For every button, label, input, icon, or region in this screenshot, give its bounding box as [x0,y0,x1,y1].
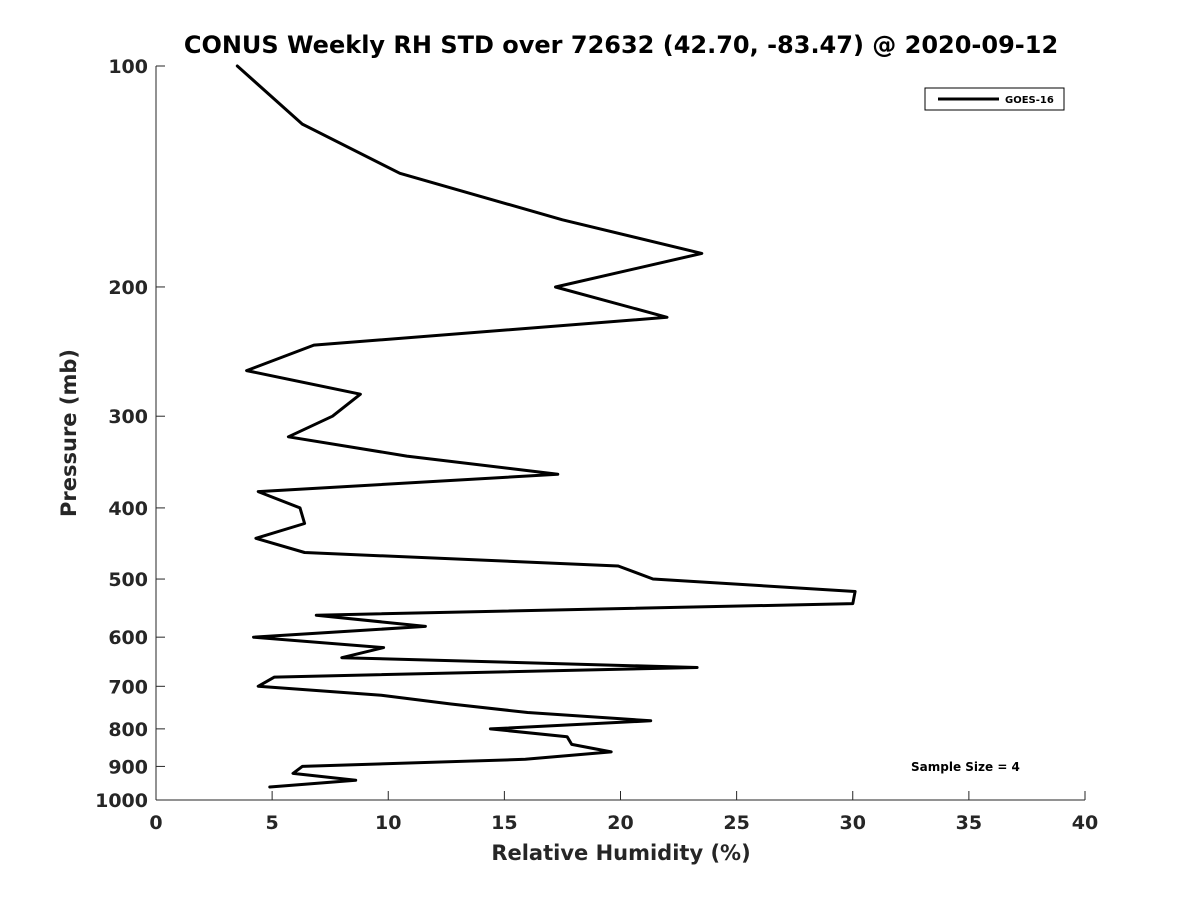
y-tick-label: 200 [108,277,148,299]
y-tick-label: 600 [108,627,148,649]
y-tick-label: 800 [108,719,148,741]
x-tick-label: 5 [266,812,279,834]
y-axis: 100 200 300 400 500 600 700 800 900 1000 [95,56,165,812]
y-tick-label: 300 [108,406,148,428]
x-tick-label: 15 [491,812,517,834]
y-tick-label: 100 [108,56,148,78]
y-tick-label: 1000 [95,790,148,812]
sample-size-annotation: Sample Size = 4 [911,760,1020,774]
x-tick-label: 10 [375,812,401,834]
legend-label-goes-16: GOES-16 [1005,95,1054,106]
y-tick-label: 700 [108,676,148,698]
chart-title: CONUS Weekly RH STD over 72632 (42.70, -… [184,31,1058,59]
x-axis-label: Relative Humidity (%) [491,841,750,865]
x-tick-label: 20 [607,812,633,834]
x-tick-label: 25 [723,812,749,834]
y-axis-label: Pressure (mb) [57,349,81,517]
x-tick-label: 35 [956,812,982,834]
x-tick-label: 0 [149,812,162,834]
y-tick-label: 900 [108,756,148,778]
legend: GOES-16 [924,87,1065,111]
x-axis: 0 5 10 15 20 25 30 35 40 [149,791,1098,834]
series-line-goes-16 [235,64,857,789]
x-tick-label: 30 [840,812,866,834]
y-tick-label: 400 [108,498,148,520]
x-tick-label: 40 [1072,812,1098,834]
y-tick-label: 500 [108,569,148,591]
